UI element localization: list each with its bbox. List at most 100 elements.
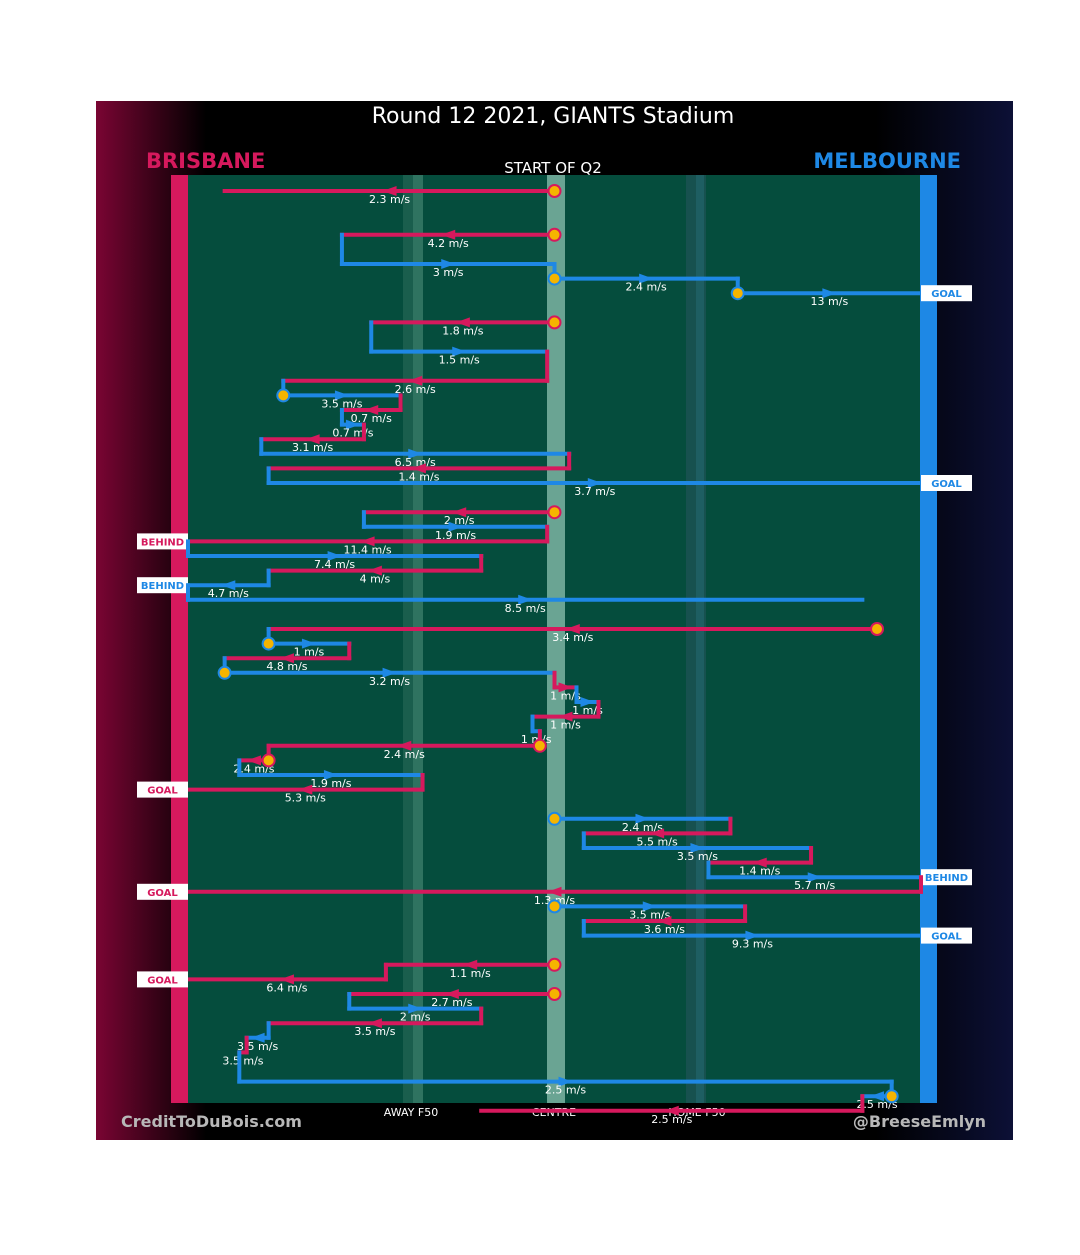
direction-arrow <box>444 989 459 999</box>
speed-label: 0.7 m/s <box>351 412 392 425</box>
speed-label: 2.4 m/s <box>626 281 667 294</box>
speed-label: 3.5 m/s <box>354 1025 395 1038</box>
speed-label: 7.4 m/s <box>314 558 355 571</box>
credit-right: @BreeseEmlyn <box>853 1112 986 1131</box>
speed-label: 2.5 m/s <box>545 1084 586 1097</box>
speed-label: 4.8 m/s <box>266 660 307 673</box>
speed-label: 1.5 m/s <box>439 354 480 367</box>
chart-title: Round 12 2021, GIANTS Stadium <box>372 104 735 129</box>
direction-arrow <box>382 667 397 678</box>
result-tag <box>137 883 188 900</box>
direction-arrow <box>327 551 342 561</box>
chart-marks: 2.3 m/s 4.2 m/s 3 m/s 2.4 m/s 13 m/s GOAL 1.8 … <box>137 184 972 1126</box>
speed-label: 11.4 m/s <box>344 543 392 556</box>
speed-label: 5.7 m/s <box>794 879 835 892</box>
direction-arrow <box>455 317 470 328</box>
result-tag <box>921 869 972 886</box>
speed-label: 1 m/s <box>550 719 581 732</box>
away-f50-line-core <box>413 175 423 1103</box>
bounce-marker <box>261 753 276 768</box>
direction-arrow <box>408 448 423 459</box>
speed-label: 3.5 m/s <box>321 397 362 410</box>
direction-arrow <box>334 390 349 401</box>
direction-arrow <box>558 682 573 693</box>
direction-arrow <box>382 186 397 196</box>
result-label: GOAL <box>147 975 178 986</box>
bounce-marker <box>532 738 547 753</box>
speed-label: 9.3 m/s <box>732 938 773 951</box>
direction-arrow <box>301 638 316 649</box>
direction-arrow <box>221 580 236 591</box>
direction-arrow <box>547 886 562 897</box>
direction-arrow <box>298 784 313 795</box>
speed-label: 3.5 m/s <box>629 908 670 921</box>
centre-line <box>547 175 565 1103</box>
field-label-away-f50: AWAY F50 <box>384 1106 438 1119</box>
speed-label: 8.5 m/s <box>505 602 546 615</box>
direction-arrow <box>558 1076 573 1087</box>
speed-label: 3.2 m/s <box>369 675 410 688</box>
bounce-marker <box>730 286 745 301</box>
direction-arrow <box>580 697 595 707</box>
bounce-marker <box>547 811 562 826</box>
direction-arrow <box>558 711 573 722</box>
direction-arrow <box>397 740 412 751</box>
bounce-marker <box>547 227 562 242</box>
direction-arrow <box>246 755 261 766</box>
speed-label: 3.7 m/s <box>574 485 615 498</box>
direction-arrow <box>752 857 767 868</box>
speed-label: 1.1 m/s <box>450 967 491 980</box>
direction-arrow <box>822 288 837 299</box>
result-tag <box>137 577 188 594</box>
direction-arrow <box>323 770 338 780</box>
direction-arrow <box>642 901 657 912</box>
speed-label: 2 m/s <box>400 1011 431 1024</box>
direction-arrow <box>448 521 463 532</box>
result-label: BEHIND <box>925 873 968 884</box>
bounce-marker <box>276 388 291 403</box>
direction-arrow <box>657 916 672 926</box>
result-tag <box>921 285 972 302</box>
team-right-name: MELBOURNE <box>813 149 961 173</box>
result-label: GOAL <box>147 888 178 899</box>
direction-arrow <box>250 1032 265 1043</box>
direction-arrow <box>565 624 580 634</box>
bounce-marker <box>547 987 562 1001</box>
team-left-name: BRISBANE <box>146 149 265 173</box>
speed-label: 13 m/s <box>811 295 849 308</box>
speed-label: 2.4 m/s <box>384 748 425 761</box>
direction-arrow <box>441 259 456 269</box>
speed-label: 3.1 m/s <box>292 441 333 454</box>
speed-label: 5.3 m/s <box>285 792 326 805</box>
result-label: BEHIND <box>141 581 184 592</box>
direction-arrow <box>408 1003 423 1014</box>
home-f50-line-core <box>696 175 704 1103</box>
speed-label: 2.7 m/s <box>431 996 472 1009</box>
direction-arrow <box>441 229 456 240</box>
direction-arrow <box>635 813 650 824</box>
speed-label: 3 m/s <box>433 266 464 279</box>
direction-arrow <box>408 375 423 386</box>
melbourne-goal-line <box>920 175 937 1103</box>
direction-arrow <box>745 930 760 941</box>
result-tag <box>137 781 188 798</box>
brisbane-goal-line <box>171 175 188 1103</box>
speed-label: 5.5 m/s <box>637 835 678 848</box>
bounce-marker <box>547 505 562 520</box>
speed-label: 1.4 m/s <box>398 470 439 483</box>
direction-arrow <box>279 974 294 985</box>
speed-label: 4.7 m/s <box>208 587 249 600</box>
result-tag <box>137 971 188 988</box>
speed-label: 3.4 m/s <box>552 631 593 644</box>
result-label: BEHIND <box>141 537 184 548</box>
direction-arrow <box>367 1018 382 1029</box>
direction-arrow <box>650 828 665 839</box>
speed-label: 1 m/s <box>572 704 603 717</box>
direction-arrow <box>452 507 467 518</box>
bounce-marker <box>547 957 562 972</box>
speed-label: 1.9 m/s <box>310 777 351 790</box>
bounce-marker <box>884 1089 899 1104</box>
direction-arrow <box>807 872 822 883</box>
bounce-marker <box>547 271 562 286</box>
